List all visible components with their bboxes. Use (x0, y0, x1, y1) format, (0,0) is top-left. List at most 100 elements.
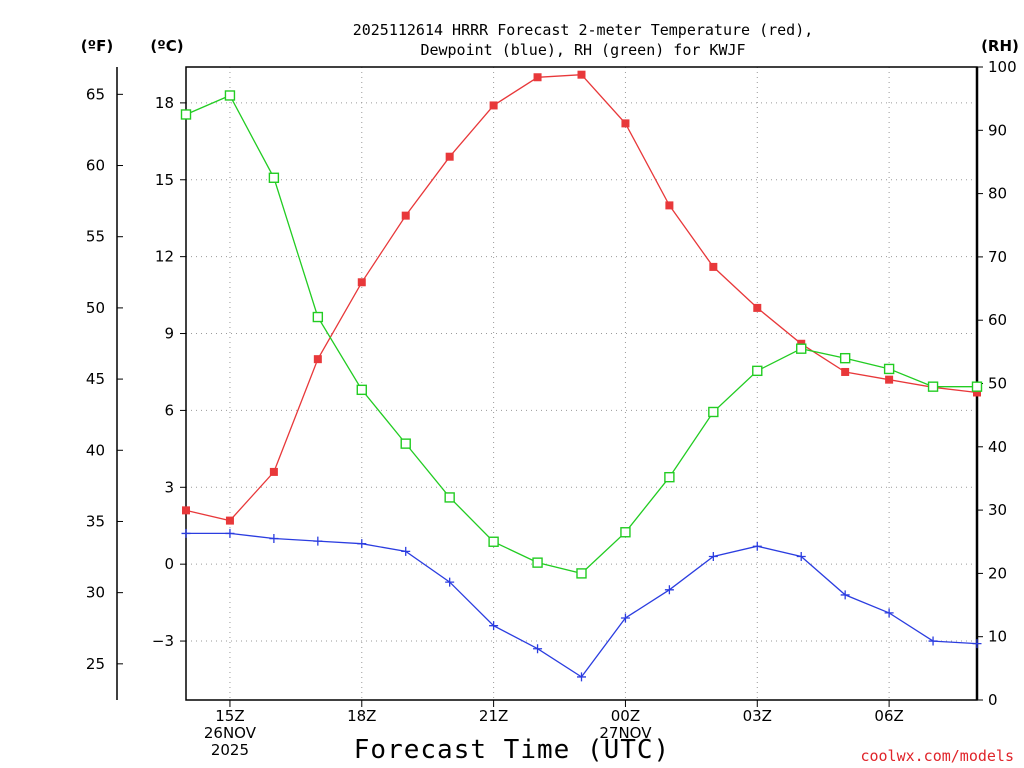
rh-tick-label: 90 (988, 121, 1007, 139)
rh-point (883, 363, 895, 375)
x-tick-label: 26NOV (204, 724, 257, 742)
rh-point (971, 381, 983, 392)
temperature-point (621, 119, 630, 128)
dewpoint-point (533, 644, 543, 654)
temperature-point (973, 388, 981, 397)
rh-point (312, 311, 324, 323)
fahrenheit-tick-label: 60 (86, 157, 105, 175)
rh-tick-label: 80 (988, 185, 1007, 203)
dewpoint-point (664, 585, 674, 595)
rh-point (268, 172, 280, 183)
temperature-point (885, 375, 894, 384)
x-tick-label: 21Z (479, 707, 508, 725)
temperature-point (225, 516, 234, 525)
celsius-tick-label: −3 (152, 632, 174, 650)
celsius-tick-label: 0 (164, 555, 174, 573)
temperature-point (841, 367, 850, 376)
dewpoint-point (620, 613, 630, 623)
dewpoint-point (796, 551, 806, 561)
fahrenheit-tick-label: 25 (86, 655, 105, 673)
fahrenheit-tick-label: 55 (86, 228, 105, 246)
rh-point (752, 365, 763, 377)
rh-tick-label: 30 (988, 501, 1007, 519)
celsius-unit-label: (ºC) (150, 37, 183, 55)
rh-point (839, 352, 851, 364)
rh-point (444, 492, 455, 503)
temperature-point (489, 101, 498, 110)
x-tick-label: 00Z (611, 707, 640, 725)
series-layer (180, 70, 983, 682)
rh-line (185, 94, 977, 575)
fahrenheit-unit-label: (ºF) (81, 37, 113, 55)
dewpoint-series (181, 528, 982, 682)
x-tick-label: 27NOV (599, 724, 652, 742)
rh-point (400, 438, 411, 449)
x-tick-label: 15Z (215, 707, 244, 725)
temperature-point (182, 506, 190, 515)
temperature-point (753, 303, 762, 312)
plot-frame (185, 66, 978, 701)
rh-tick-label: 70 (988, 248, 1007, 266)
rh-point (620, 527, 631, 538)
temperature-point (401, 211, 410, 220)
rh-tick-label: 10 (988, 628, 1007, 646)
x-tick-label: 06Z (874, 707, 903, 725)
dewpoint-point (357, 539, 367, 549)
dewpoint-point (269, 534, 279, 544)
temperature-point (269, 467, 278, 476)
fahrenheit-tick-label: 65 (86, 85, 105, 103)
dewpoint-point (401, 546, 411, 556)
temperature-point (665, 201, 674, 210)
x-axis-title: Forecast Time (UTC) (354, 735, 670, 765)
temperature-point (445, 152, 454, 161)
dewpoint-point (313, 536, 323, 546)
rh-tick-label: 20 (988, 564, 1007, 582)
temperature-point (709, 262, 718, 271)
rh-point (356, 384, 367, 396)
rh-unit-label: (RH) (981, 37, 1019, 55)
celsius-tick-label: 18 (155, 94, 174, 112)
temperature-point (313, 355, 322, 364)
grid-lines (186, 67, 977, 700)
rh-tick-label: 100 (988, 58, 1017, 76)
celsius-tick-label: 3 (164, 478, 174, 496)
rh-point (532, 557, 543, 568)
temperature-point (533, 73, 542, 82)
rh-point (664, 471, 675, 483)
rh-point (708, 406, 719, 418)
temperature-line (185, 74, 978, 522)
rh-tick-label: 0 (988, 691, 998, 709)
celsius-tick-label: 6 (164, 401, 174, 419)
rh-point (576, 568, 587, 579)
chart-title-line-1: 2025112614 HRRR Forecast 2-meter Tempera… (353, 21, 814, 39)
dewpoint-point (445, 577, 455, 587)
credit-text: coolwx.com/models (860, 747, 1014, 765)
dewpoint-point (181, 528, 191, 538)
fahrenheit-tick-label: 50 (86, 299, 105, 317)
dewpoint-point (708, 551, 718, 561)
rh-point (488, 536, 499, 547)
dewpoint-point (928, 636, 938, 646)
celsius-tick-label: 9 (164, 325, 174, 343)
rh-point (224, 90, 236, 101)
temperature-series (182, 70, 981, 525)
dewpoint-point (489, 621, 499, 631)
rh-point (180, 109, 192, 120)
dewpoint-point (577, 672, 586, 682)
temperature-point (577, 70, 586, 79)
rh-point (796, 343, 807, 354)
dewpoint-line (186, 532, 978, 678)
rh-series (180, 90, 983, 579)
x-tick-label: 03Z (743, 707, 772, 725)
dewpoint-point (884, 608, 894, 618)
dewpoint-point (840, 590, 850, 600)
rh-point (927, 381, 939, 392)
rh-tick-label: 50 (988, 375, 1007, 393)
celsius-tick-label: 12 (155, 248, 174, 266)
x-tick-label: 2025 (211, 741, 249, 759)
fahrenheit-tick-label: 45 (86, 370, 105, 388)
dewpoint-point (225, 528, 235, 538)
fahrenheit-tick-label: 30 (86, 584, 105, 602)
fahrenheit-tick-label: 35 (86, 512, 105, 530)
